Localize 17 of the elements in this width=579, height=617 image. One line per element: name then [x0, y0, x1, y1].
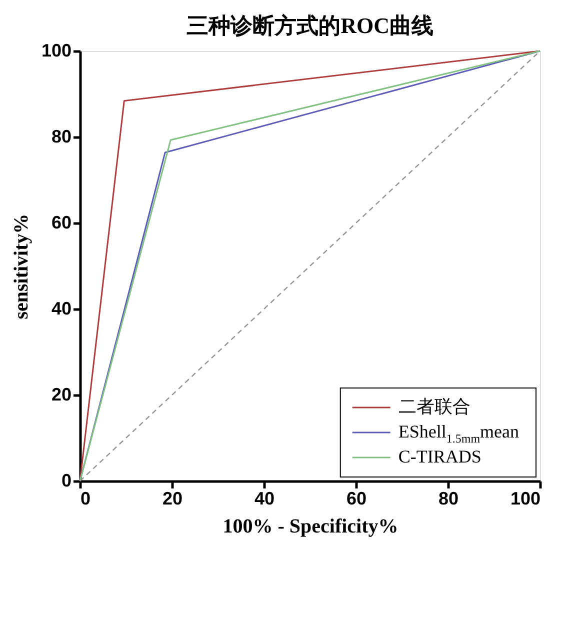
y-tick-label: 100 [41, 40, 72, 60]
x-tick-label: 20 [162, 488, 183, 508]
chart-title: 三种诊断方式的ROC曲线 [186, 13, 434, 38]
y-tick-label: 80 [51, 126, 72, 146]
y-tick-label: 0 [61, 470, 72, 490]
x-tick-label: 60 [346, 488, 367, 508]
y-axis-title: sensitivity% [10, 214, 32, 320]
legend-label: C-TIRADS [398, 446, 482, 466]
x-tick-label: 100 [510, 488, 540, 508]
x-tick-label: 40 [254, 488, 275, 508]
y-tick-label: 20 [51, 384, 72, 404]
legend-label: 二者联合 [398, 396, 470, 416]
x-axis-title: 100% - Specificity% [222, 516, 398, 538]
x-tick-label: 0 [80, 488, 91, 508]
x-tick-label: 80 [438, 488, 459, 508]
y-tick-label: 40 [51, 298, 72, 318]
y-tick-label: 60 [51, 212, 72, 232]
